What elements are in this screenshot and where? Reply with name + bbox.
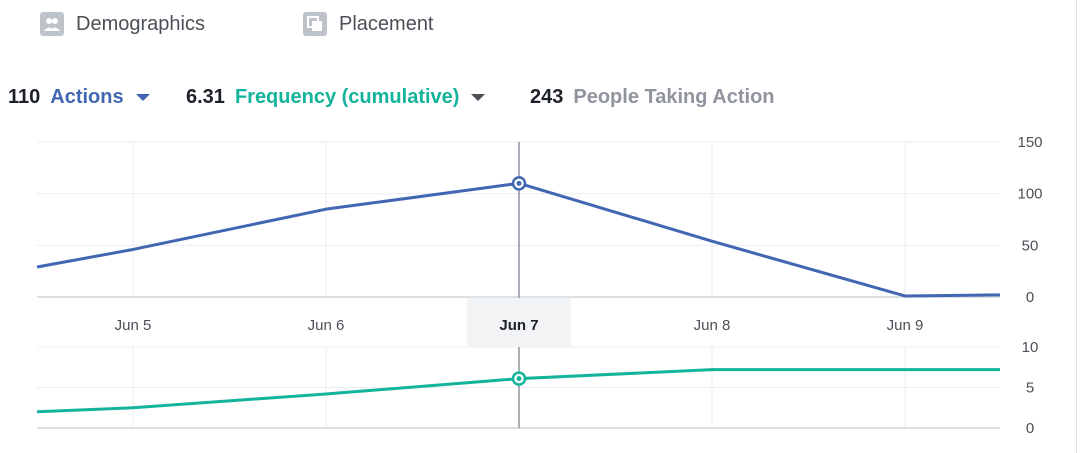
tab-label: Placement <box>339 12 434 35</box>
tab-label: Demographics <box>76 12 205 35</box>
placement-icon <box>303 12 327 36</box>
panel-border <box>1076 0 1077 453</box>
y-tick-label: 0 <box>1026 420 1034 437</box>
people-taking-action-metric: 243 People Taking Action <box>530 86 775 109</box>
metric-label: People Taking Action <box>573 86 775 108</box>
highlight-band <box>467 298 571 346</box>
tab-placement[interactable]: Placement <box>303 12 434 36</box>
x-tick-label: Jun 8 <box>694 317 731 334</box>
highlight-point-center <box>516 376 522 382</box>
y-tick-label: 10 <box>1022 339 1039 356</box>
x-tick-label: Jun 6 <box>308 317 345 334</box>
y-tick-label: 0 <box>1026 289 1034 306</box>
actions-metric-dropdown[interactable]: 110 Actions <box>8 86 150 109</box>
y-tick-label: 5 <box>1026 380 1034 397</box>
y-tick-label: 150 <box>1017 134 1042 151</box>
caret-down-icon <box>471 94 486 101</box>
y-tick-label: 100 <box>1017 186 1042 203</box>
metric-label: Frequency (cumulative) <box>234 86 460 108</box>
metric-value: 110 <box>8 86 41 108</box>
x-tick-label: Jun 7 <box>499 317 538 334</box>
y-tick-label: 50 <box>1022 237 1039 254</box>
metric-value: 6.31 <box>186 86 225 108</box>
tab-demographics[interactable]: Demographics <box>40 12 205 36</box>
x-tick-label: Jun 9 <box>887 317 924 334</box>
metric-value: 243 <box>530 86 564 108</box>
caret-down-icon <box>135 94 150 101</box>
metric-label: Actions <box>50 86 124 108</box>
highlight-point-center <box>516 180 522 186</box>
people-icon <box>40 12 64 36</box>
x-tick-label: Jun 5 <box>115 317 152 334</box>
frequency-metric-dropdown[interactable]: 6.31 Frequency (cumulative) <box>186 86 486 109</box>
